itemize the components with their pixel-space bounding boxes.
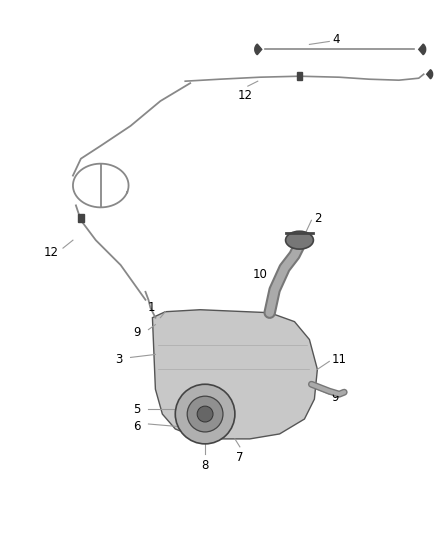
Polygon shape [152, 310, 318, 439]
Text: 12: 12 [44, 246, 59, 259]
Wedge shape [427, 70, 433, 79]
Circle shape [197, 406, 213, 422]
Text: 7: 7 [236, 451, 244, 464]
Text: 9: 9 [331, 391, 339, 403]
Text: 12: 12 [237, 89, 252, 102]
Ellipse shape [286, 231, 314, 249]
Text: 11: 11 [331, 353, 346, 366]
Text: 2: 2 [314, 212, 322, 225]
Wedge shape [255, 44, 262, 55]
Bar [297, 72, 303, 80]
Circle shape [175, 384, 235, 444]
Circle shape [187, 396, 223, 432]
Wedge shape [419, 44, 426, 55]
Text: 4: 4 [332, 33, 340, 46]
Text: 5: 5 [133, 402, 141, 416]
Bar [78, 214, 84, 222]
Text: 9: 9 [133, 326, 141, 339]
Text: 10: 10 [253, 269, 268, 281]
Text: 8: 8 [201, 459, 209, 472]
Text: 1: 1 [148, 301, 155, 314]
Text: 6: 6 [133, 421, 141, 433]
Text: 3: 3 [115, 353, 123, 366]
